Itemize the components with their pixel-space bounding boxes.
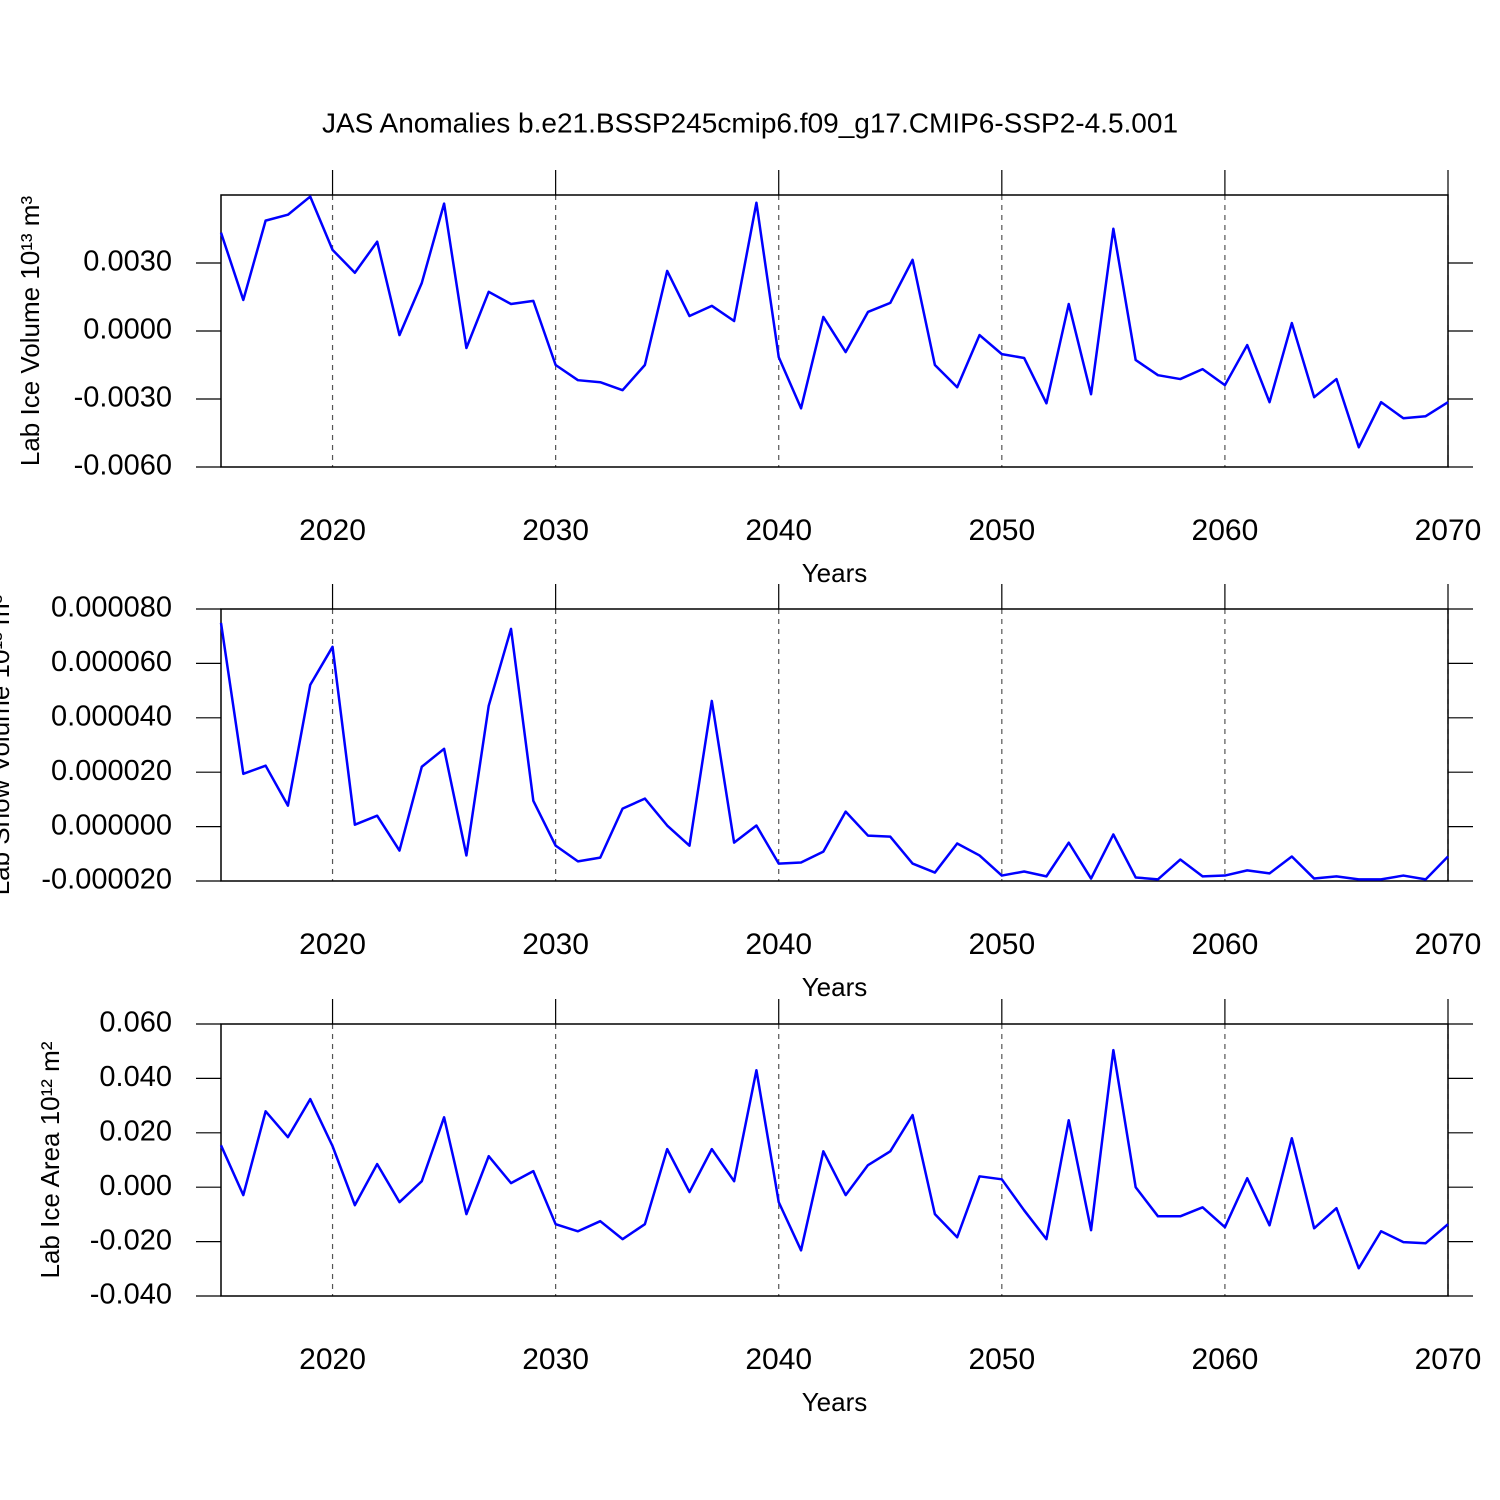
y-tick-label: 0.000000 xyxy=(51,809,172,841)
x-tick-label: 2020 xyxy=(299,514,366,547)
y-axis-label: Lab Snow Volume 10¹³ m³ xyxy=(0,594,15,895)
y-tick-label: -0.020 xyxy=(90,1224,172,1256)
y-tick-label: 0.000080 xyxy=(51,592,172,624)
plot-frame xyxy=(220,1023,1449,1297)
y-tick-label: 0.060 xyxy=(99,1007,172,1039)
plot-frame xyxy=(220,194,1449,468)
plot-frame xyxy=(220,608,1449,882)
x-tick-label: 2040 xyxy=(745,928,812,961)
chart-title: JAS Anomalies b.e21.BSSP245cmip6.f09_g17… xyxy=(322,107,1178,138)
x-tick-label: 2060 xyxy=(1192,1343,1259,1376)
y-tick-label: 0.040 xyxy=(99,1061,172,1093)
data-line xyxy=(219,195,1449,449)
y-tick-label: -0.000020 xyxy=(41,864,172,896)
data-line xyxy=(219,1048,1449,1270)
y-axis-label: Lab Ice Volume 10¹³ m³ xyxy=(15,196,45,467)
x-tick-label: 2070 xyxy=(1415,928,1482,961)
x-tick-label: 2030 xyxy=(522,1343,589,1376)
x-tick-label: 2050 xyxy=(968,928,1035,961)
x-tick-label: 2030 xyxy=(522,928,589,961)
y-tick-label: 0.000 xyxy=(99,1170,172,1202)
y-tick-label: 0.000020 xyxy=(51,755,172,787)
y-tick-label: 0.0030 xyxy=(83,246,172,278)
y-tick-label: 0.0000 xyxy=(83,314,172,346)
x-tick-label: 2030 xyxy=(522,514,589,547)
x-tick-label: 2040 xyxy=(745,1343,812,1376)
x-tick-label: 2070 xyxy=(1415,1343,1482,1376)
y-tick-label: -0.0030 xyxy=(74,382,172,414)
x-tick-label: 2070 xyxy=(1415,514,1482,547)
x-axis-label: Years xyxy=(802,1387,868,1417)
x-axis-label: Years xyxy=(802,558,868,588)
y-tick-label: -0.0060 xyxy=(74,450,172,482)
x-tick-label: 2040 xyxy=(745,514,812,547)
x-tick-label: 2060 xyxy=(1192,514,1259,547)
y-tick-label: 0.000060 xyxy=(51,646,172,678)
x-tick-label: 2020 xyxy=(299,928,366,961)
y-tick-label: 0.000040 xyxy=(51,700,172,732)
x-tick-label: 2050 xyxy=(968,514,1035,547)
y-axis-label: Lab Ice Area 10¹² m² xyxy=(35,1041,65,1278)
y-tick-label: -0.040 xyxy=(90,1279,172,1311)
x-tick-label: 2050 xyxy=(968,1343,1035,1376)
x-tick-label: 2060 xyxy=(1192,928,1259,961)
x-axis-label: Years xyxy=(802,972,868,1002)
y-tick-label: 0.020 xyxy=(99,1115,172,1147)
data-line xyxy=(219,622,1449,881)
x-tick-label: 2020 xyxy=(299,1343,366,1376)
